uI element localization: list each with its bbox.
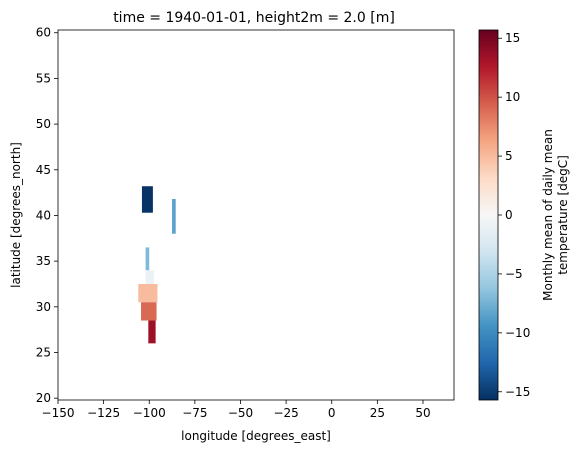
- y-tick-label: 35: [36, 254, 51, 268]
- x-tick-label: 50: [415, 406, 430, 420]
- x-tick-label: 25: [370, 406, 385, 420]
- colorbar-label-line-2: temperature [degC]: [556, 155, 570, 275]
- colorbar-tick-label: −5: [505, 267, 523, 281]
- heatmap-cell-3: [145, 270, 154, 284]
- x-tick-label: −75: [182, 406, 207, 420]
- x-tick-label: −150: [42, 406, 75, 420]
- colorbar-label-line-1: Monthly mean of daily mean: [541, 129, 555, 301]
- x-tick-label: −125: [87, 406, 120, 420]
- heatmap-cell-5: [141, 302, 157, 321]
- x-tick-label: −25: [273, 406, 298, 420]
- heatmap-cell-4: [138, 283, 158, 303]
- x-axis-label: longitude [degrees_east]: [181, 429, 331, 443]
- y-tick-label: 45: [36, 163, 51, 177]
- plot-frame: [57, 29, 455, 401]
- colorbar-tick-label: 15: [505, 31, 520, 45]
- heatmap-cell-6: [148, 320, 156, 344]
- y-tick-label: 30: [36, 300, 51, 314]
- x-axis: −150 −125 −100 −75 −50 −25 0 25 50: [42, 400, 431, 420]
- y-tick-label: 25: [36, 345, 51, 359]
- chart-title: time = 1940-01-01, height2m = 2.0 [m]: [113, 10, 395, 26]
- colorbar-tick-label: 0: [505, 208, 513, 222]
- y-axis-label: latitude [degrees_north]: [9, 142, 23, 288]
- y-tick-label: 40: [36, 208, 51, 222]
- colorbar-axis: −15 −10 −5 0 5 10 15: [498, 31, 530, 399]
- heatmap-cell-0: [141, 186, 153, 213]
- y-tick-label: 50: [36, 117, 51, 131]
- y-tick-label: 55: [36, 71, 51, 85]
- x-tick-label: −100: [133, 406, 166, 420]
- colorbar-tick-label: 5: [505, 149, 513, 163]
- x-tick-label: −50: [228, 406, 253, 420]
- colorbar-tick-label: 10: [505, 90, 520, 104]
- y-axis: 20 25 30 35 40 45 50 55 60: [36, 26, 58, 405]
- heatmap-cell-2: [145, 247, 150, 271]
- colorbar-tick-label: −15: [505, 385, 530, 399]
- heatmap-cell-1: [172, 199, 176, 234]
- colorbar: [478, 29, 499, 401]
- y-tick-label: 20: [36, 391, 51, 405]
- colorbar-tick-label: −10: [505, 326, 530, 340]
- plot-area: [138, 186, 176, 344]
- y-tick-label: 60: [36, 26, 51, 40]
- x-tick-label: 0: [328, 406, 336, 420]
